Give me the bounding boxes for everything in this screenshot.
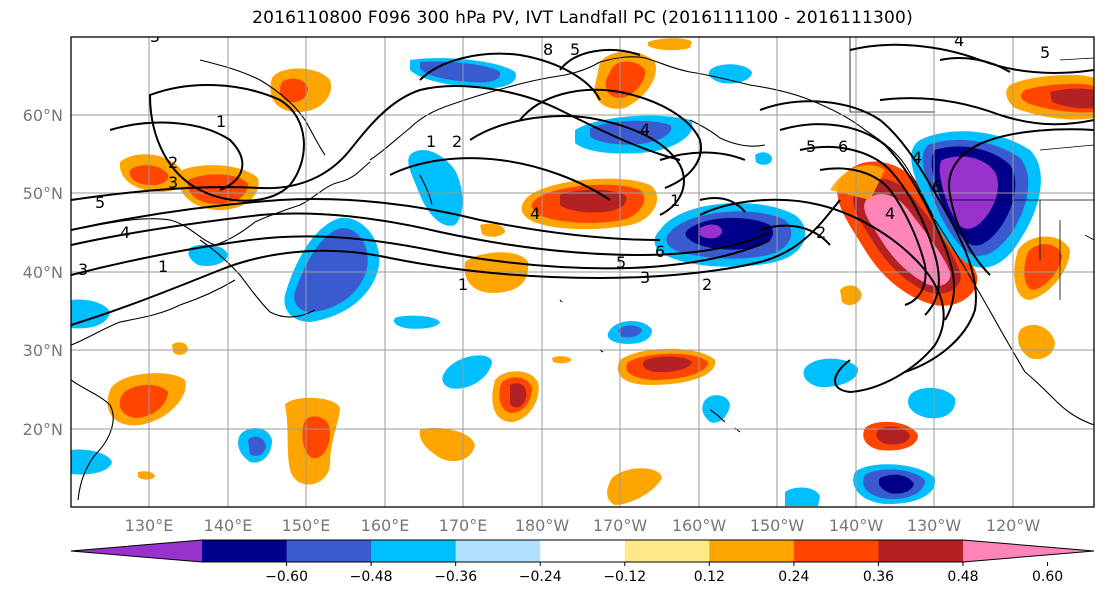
pv-label: 4 [885,204,895,223]
pv-label: 6 [932,177,942,196]
colorbar-segment [540,540,626,562]
colorbar-extend-high [963,540,1094,562]
colorbar-outline [70,539,1095,563]
lat-label: 30°N [23,341,63,360]
colorbar-segment [371,540,457,562]
colorbar-tick-label: 0.48 [947,569,978,585]
lon-label: 170°E [439,516,488,535]
colorbar-segment [878,540,964,562]
colorbar-tick-label: −0.36 [434,569,477,585]
colorbar-tick-label: 0.36 [863,569,894,585]
pv-contours [71,43,1094,394]
pv-label: 6 [655,242,665,261]
colorbar-segment [202,540,288,562]
pv-contour-labels: 1 1 2 2 2 3 3 4 4 4 4 4 5 5 5 5 6 6 6 1 … [78,27,1050,294]
colorbar-tick-label: 0.60 [1032,569,1063,585]
colorbar-tick-label: 0.12 [694,569,725,585]
lon-label: 130°W [907,516,962,535]
pv-label: 4 [530,204,540,223]
lon-label: 160°E [361,516,410,535]
map-frame [70,36,1095,508]
pv-label: 4 [640,120,650,139]
lat-label: 60°N [23,106,63,125]
pv-label: 1 [670,191,680,210]
lon-label: 170°W [593,516,648,535]
pv-label: 5 [616,253,626,272]
lat-label: 50°N [23,184,63,203]
colorbar-segment [624,540,710,562]
pv-label: 5 [806,137,816,156]
pv-label: 2 [702,275,712,294]
pv-label: 1 [426,132,436,151]
pv-label: 5 [1040,43,1050,62]
pv-label: 1 [216,112,226,131]
colorbar-tick-label: −0.48 [350,569,393,585]
country-borders [849,37,1094,300]
pv-label: 3 [640,268,650,287]
lon-label: 160°W [672,516,727,535]
pv-label: 4 [912,148,922,167]
pv-label: 6 [838,137,848,156]
longitude-labels: 130°E 140°E 150°E 160°E 170°E 180°W 170°… [125,516,1041,535]
colorbar-segment [455,540,541,562]
colorbar-tick-label: −0.24 [519,569,562,585]
colorbar-extend-low [71,540,202,562]
lon-label: 150°E [282,516,331,535]
lon-label: 130°E [125,516,174,535]
lat-label: 40°N [23,263,63,282]
pv-label: 3 [168,173,178,192]
pv-label: 1 [458,275,468,294]
pv-label: 5 [150,27,160,46]
colorbar-tick-label: 0.24 [778,569,809,585]
pv-label: 8 [543,40,553,59]
pv-label: 2 [452,132,462,151]
pv-label: 4 [120,223,130,242]
latitude-labels: 60°N 50°N 40°N 30°N 20°N [23,106,63,439]
colorbar-segment [286,540,372,562]
lon-label: 140°W [829,516,884,535]
graticule [71,37,1094,507]
pv-label: 2 [168,153,178,172]
pv-label: 1 [158,257,168,276]
pv-label: 4 [954,31,964,50]
lon-label: 150°W [750,516,805,535]
pv-label: 5 [570,40,580,59]
colorbar-tick-label: −0.12 [603,569,646,585]
map-title: 2016110800 F096 300 hPa PV, IVT Landfall… [252,8,913,28]
lon-label: 180°W [515,516,570,535]
pv-label: 2 [816,223,826,242]
colorbar-segment [793,540,879,562]
lon-label: 140°E [204,516,253,535]
colorbar: −0.60 −0.48 −0.36 −0.24 −0.12 0.12 0.24 0.36 0.4… [70,539,1095,585]
lat-label: 20°N [23,420,63,439]
colorbar-segment [709,540,795,562]
lon-label: 120°W [986,516,1041,535]
pv-label: 3 [78,260,88,279]
colorbar-tick-label: −0.60 [265,569,308,585]
pv-label: 5 [95,193,105,212]
